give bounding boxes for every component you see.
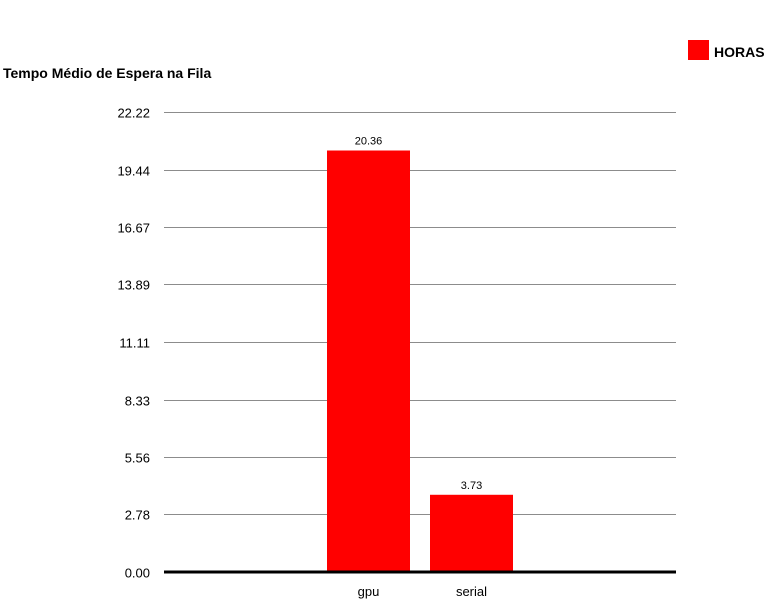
y-tick-label: 0.00 xyxy=(125,566,150,581)
gridlines xyxy=(164,112,676,515)
bar-gpu xyxy=(327,150,410,572)
data-label-serial: 3.73 xyxy=(461,480,482,492)
y-tick-label: 2.78 xyxy=(125,508,150,523)
legend-swatch-horas xyxy=(688,40,709,60)
x-axis-categories: gpu serial xyxy=(358,584,487,599)
y-axis-ticks: 0.00 2.78 5.56 8.33 11.11 13.89 16.67 19.44 22.2… xyxy=(117,106,150,581)
y-tick-label: 11.11 xyxy=(119,336,150,351)
x-category-label-serial: serial xyxy=(456,584,487,599)
legend: HORAS xyxy=(688,40,765,60)
legend-label-horas: HORAS xyxy=(714,44,765,60)
bars xyxy=(327,150,513,572)
bar-serial xyxy=(430,494,513,572)
x-category-label-gpu: gpu xyxy=(358,584,380,599)
data-labels: 20.36 3.73 xyxy=(355,136,482,492)
y-tick-label: 8.33 xyxy=(125,394,150,409)
chart-title: Tempo Médio de Espera na Fila xyxy=(3,65,211,81)
data-label-gpu: 20.36 xyxy=(355,136,383,148)
y-tick-label: 19.44 xyxy=(117,164,150,179)
y-tick-label: 13.89 xyxy=(117,278,150,293)
y-tick-label: 22.22 xyxy=(117,106,150,121)
y-tick-label: 16.67 xyxy=(117,221,150,236)
y-tick-label: 5.56 xyxy=(125,451,150,466)
